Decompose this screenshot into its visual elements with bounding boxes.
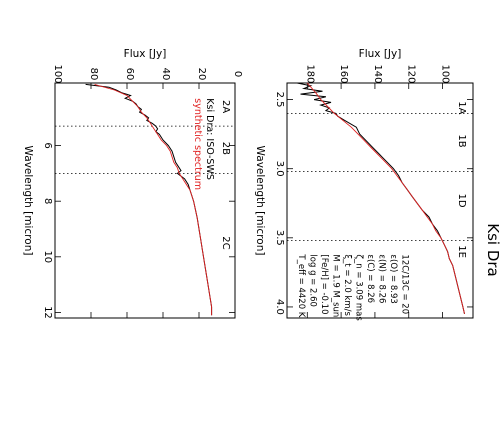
series-line-synthetic: [94, 83, 213, 316]
model-parameter: log g = 2.60: [308, 254, 318, 307]
y-axis-label: Flux [Jy]: [124, 48, 167, 60]
x-tick-label: 3.0: [274, 161, 285, 177]
y-tick-label: 100: [440, 64, 451, 83]
x-axis-label: Wavelength [micron]: [22, 146, 34, 256]
y-tick-label: 140: [372, 64, 383, 83]
y-tick-label: 60: [124, 68, 135, 81]
model-parameter: ξ_t = 2.0 km/s: [342, 254, 352, 316]
series-line-synthetic: [306, 82, 465, 315]
y-tick-label: 180: [304, 64, 315, 83]
chart-title: Ksi Dra: [484, 223, 500, 277]
y-tick-label: 0: [232, 71, 243, 77]
plot-frame: [286, 82, 474, 319]
x-tick-label: 10: [42, 250, 53, 263]
y-tick-label: 20: [196, 68, 207, 81]
band-label: 1A: [456, 101, 467, 114]
x-tick-label: 12: [42, 306, 53, 319]
x-axis-label: Wavelength [micron]: [254, 146, 266, 256]
model-parameter: M = 1.9 M_sun: [331, 254, 341, 317]
y-tick-label: 40: [160, 68, 171, 81]
model-parameter: [Fe/H] = -0.10: [319, 254, 329, 314]
x-tick-label: 2.5: [274, 92, 285, 108]
band-label: 2A: [220, 100, 231, 113]
x-tick-label: 8: [42, 198, 53, 204]
x-tick-label: 3.5: [274, 230, 285, 246]
band-label: 2B: [220, 142, 231, 155]
y-tick-label: 80: [88, 68, 99, 81]
y-tick-label: 160: [338, 64, 349, 83]
legend-entry: Ksi Dra: ISO-SWS: [204, 98, 215, 180]
plot-frame: [54, 82, 236, 319]
panel-right-ksi-dra: 2.5 3.0 3.5 4.0 100 120 140 160 180 Flux [Jy] Wave…: [254, 48, 474, 321]
y-tick-label: 120: [406, 64, 417, 83]
model-parameter: T_eff = 4420 K: [296, 253, 306, 317]
model-parameter: ε(N) = 8.26: [377, 254, 387, 303]
legend-entry: synthetic spectrum: [192, 98, 203, 190]
y-tick-label: 100: [52, 64, 63, 83]
model-parameter: 12C/13C = 20: [400, 254, 410, 314]
model-parameter: ε(C) = 8.26: [365, 254, 375, 303]
x-tick-label: 6: [42, 142, 53, 148]
band-label: 1E: [456, 245, 467, 258]
x-tick-label: 4.0: [274, 299, 285, 315]
model-parameter: ζ_n = 3.09 mas: [354, 254, 364, 321]
panel-left-iso-sws: 6 8 10 12 0 20 40 60 80 100 Flux [Jy] Wavelength [m…: [22, 48, 243, 319]
y-axis-label: Flux [Jy]: [359, 48, 402, 60]
band-label: 1B: [456, 134, 467, 147]
band-label: 1D: [456, 193, 467, 207]
model-parameter: ε(O) = 8.93: [388, 254, 398, 303]
band-label: 2C: [220, 236, 231, 249]
